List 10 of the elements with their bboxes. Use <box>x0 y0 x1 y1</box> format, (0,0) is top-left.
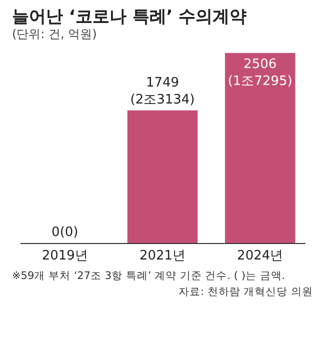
data-label: 2506 (1조7295) <box>228 57 292 89</box>
data-label: 1749 (2조3134) <box>130 75 195 108</box>
text: 자료: 천하람 개혁신당 의원 <box>178 286 313 298</box>
chart-subtitle: (단위: 건, 억원) <box>12 27 97 41</box>
chart-title: 늘어난 ‘코로나 특례’ 수의계약 <box>12 7 247 27</box>
text: ※59개 부처 ‘27조 3항 특례’ 계약 기준 건수. ( )는 금액. <box>12 270 286 282</box>
x-tick-label: 2019년 <box>42 248 88 264</box>
x-tick-label: 2021년 <box>139 248 186 264</box>
x-tick-label: 2024년 <box>237 248 284 264</box>
data-label: 0(0) <box>52 225 78 240</box>
